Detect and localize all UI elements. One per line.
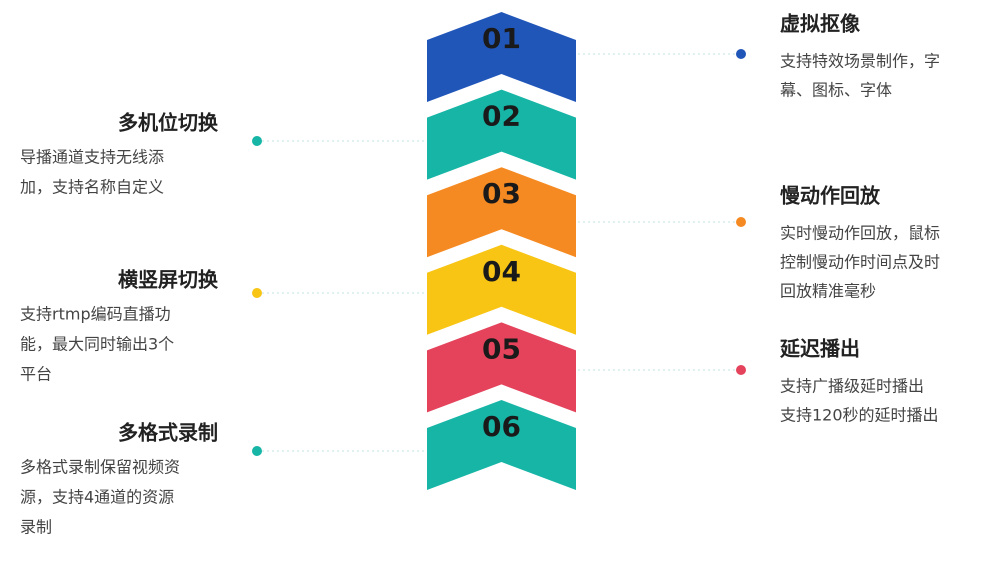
feature-desc: 实时慢动作回放，鼠标	[780, 224, 940, 243]
feature-title: 多机位切换	[118, 111, 219, 135]
feature-desc: 平台	[20, 365, 52, 384]
feature-desc: 幕、图标、字体	[780, 81, 892, 100]
feature-desc: 导播通道支持无线添	[20, 148, 164, 167]
feature-title: 多格式录制	[118, 421, 218, 445]
chevron	[427, 167, 576, 258]
feature-desc: 支持rtmp编码直播功	[20, 305, 171, 324]
feature-desc: 多格式录制保留视频资	[20, 458, 180, 477]
feature-desc: 控制慢动作时间点及时	[780, 253, 940, 272]
feature-desc: 录制	[20, 518, 52, 537]
feature-title: 虚拟抠像	[780, 12, 861, 36]
chevron	[427, 400, 576, 490]
dot	[736, 365, 746, 375]
dot	[736, 217, 746, 227]
step-number: 04	[482, 255, 521, 288]
dot	[252, 136, 262, 146]
feature-desc: 源，支持4通道的资源	[20, 488, 174, 507]
feature-desc: 支持广播级延时播出	[780, 377, 924, 396]
feature-desc: 能，最大同时输出3个	[20, 335, 174, 354]
dot	[252, 446, 262, 456]
feature-title: 慢动作回放	[780, 184, 881, 208]
chevron	[427, 244, 576, 335]
step-number: 02	[482, 100, 521, 133]
chevron	[427, 12, 576, 102]
feature-title: 横竖屏切换	[118, 268, 219, 292]
chevron	[427, 89, 576, 180]
dot	[252, 288, 262, 298]
feature-desc: 支持120秒的延时播出	[780, 406, 939, 425]
feature-title: 延迟播出	[779, 337, 860, 361]
step-number: 06	[482, 410, 521, 443]
step-number: 01	[482, 22, 521, 55]
feature-desc: 回放精准毫秒	[780, 282, 876, 301]
dot	[736, 49, 746, 59]
step-number: 03	[482, 177, 521, 210]
feature-desc: 加，支持名称自定义	[20, 178, 164, 197]
chevron	[427, 322, 576, 413]
feature-desc: 支持特效场景制作，字	[780, 52, 940, 71]
step-number: 05	[482, 332, 521, 365]
